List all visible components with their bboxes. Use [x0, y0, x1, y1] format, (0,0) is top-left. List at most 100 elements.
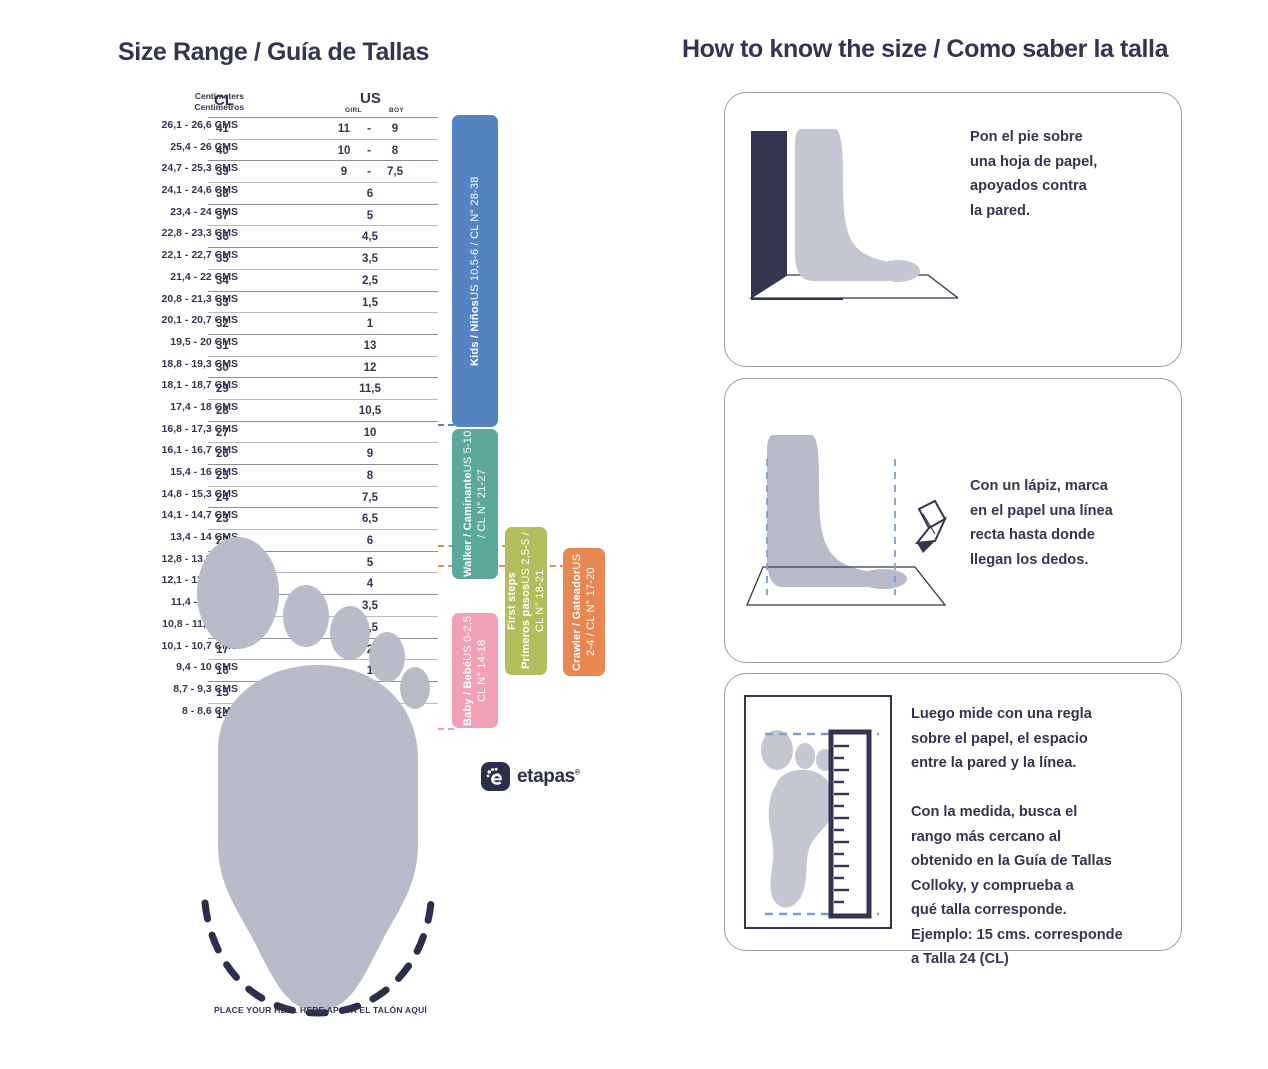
connector-dash-crawler	[438, 565, 566, 567]
cell-us-dash: -	[367, 166, 371, 179]
cell-centimeters: 26,1 - 26,6 CMS	[161, 119, 238, 131]
table-row: 11,4 - 12 CMS 19 3,5	[88, 594, 448, 616]
row-divider	[208, 160, 438, 162]
row-divider	[208, 507, 438, 509]
cell-cl-size: 39	[216, 166, 229, 179]
cell-centimeters: 24,1 - 24,6 CMS	[161, 184, 238, 197]
table-row: 21,4 - 22 CMS 34 2,5	[88, 268, 448, 291]
toe-bump-shape	[876, 260, 920, 282]
category-bar-baby: Baby / BebéUS 0-2,5 CL N° 14-18	[452, 613, 498, 728]
table-row: 19,5 - 20 CMS 31 13	[88, 333, 448, 356]
ruler-shape	[828, 729, 872, 919]
row-divider	[208, 637, 438, 639]
paper-sheet-shape	[746, 566, 947, 606]
cell-cl-size: 16	[216, 665, 229, 678]
cell-cl-size: 22	[216, 535, 229, 548]
etapas-paw-e-icon	[481, 762, 510, 791]
row-divider	[208, 247, 438, 249]
table-row: 22,1 - 22,7 CMS 35 3,5	[88, 247, 448, 269]
row-divider	[208, 355, 438, 357]
table-row: 14,1 - 14,7 CMS 23 6,5	[88, 507, 448, 529]
table-row: 12,1 - 12,7 CMS 20 4	[88, 572, 448, 594]
cell-us-size: 5	[366, 209, 374, 222]
category-label-crawler: Crawler / Gateador	[571, 569, 583, 671]
foot-side-shape	[767, 435, 893, 587]
cell-cl-size: 28	[216, 404, 229, 417]
table-row: 8 - 8,6 CMS 14 0	[88, 702, 448, 725]
illustration-pencil-marking-toes	[745, 419, 963, 624]
cell-us-size: 0	[366, 708, 374, 721]
row-divider	[208, 420, 438, 422]
cell-us-size: 2,5	[362, 621, 378, 634]
cell-centimeters: 16,1 - 16,7 CMS	[161, 444, 238, 457]
table-row: 16,1 - 16,7 CMS 26 9	[88, 442, 448, 464]
cell-centimeters: 14,1 - 14,7 CMS	[161, 509, 238, 522]
cell-us-size: 1	[366, 318, 374, 331]
cell-us-size: 2,5	[362, 274, 378, 287]
cell-us-size: 0	[366, 686, 374, 699]
page-title-how-to-know-size: How to know the size / Como saber la tal…	[682, 35, 1169, 63]
category-bar-first-steps: First steps Primeros pasosUS 2,5-5 / CL …	[505, 527, 547, 675]
table-row: 18,8 - 19,3 CMS 30 12	[88, 355, 448, 378]
cell-cl-size: 32	[216, 318, 229, 331]
cell-centimeters: 24,7 - 25,3 CMS	[161, 162, 238, 175]
page-title-size-range: Size Range / Guía de Tallas	[118, 38, 430, 66]
cell-cl-size: 20	[216, 578, 229, 591]
row-divider	[208, 572, 438, 574]
row-divider	[208, 529, 438, 531]
row-divider	[208, 312, 438, 314]
instruction-text-2: Con un lápiz, marca en el papel una líne…	[970, 478, 1113, 568]
row-divider	[208, 203, 438, 205]
cell-cl-size: 36	[216, 231, 229, 244]
cell-cl-size: 26	[216, 448, 229, 461]
cell-us-size: 6	[366, 188, 374, 201]
table-row: 15,4 - 16 CMS 25 8	[88, 464, 448, 486]
category-bar-walker: Walker / CaminanteUS 5-10 / CL N° 21-27	[452, 429, 498, 579]
row-divider	[208, 398, 438, 400]
cell-us-girl: 11	[337, 123, 351, 135]
cell-cl-size: 27	[216, 426, 229, 439]
toe-tip-shape	[859, 569, 907, 589]
cell-us-boy: 8	[391, 144, 399, 157]
cell-cl-size: 23	[216, 513, 229, 526]
category-label-baby: Baby / Bebé	[462, 660, 474, 726]
cell-cl-size: 33	[216, 296, 229, 309]
cell-us-size: 11,5	[359, 383, 381, 396]
column-header-boy: BOY	[389, 107, 404, 114]
cell-centimeters: 20,1 - 20,7 CMS	[161, 314, 238, 327]
cell-us-size: 6,5	[362, 513, 378, 526]
table-row: 10,8 - 11,3 CMS 18 2,5	[88, 615, 448, 638]
cell-cl-size: 38	[216, 188, 229, 201]
table-body: 26,1 - 26,6 CMS 41 11-9 25,4 - 26 CMS 40 10-8…	[88, 117, 448, 724]
cell-us-dash: -	[367, 123, 371, 135]
cell-cl-size: 24	[216, 491, 229, 504]
wall-shape	[751, 131, 843, 300]
illustration-ruler-on-footprint	[741, 692, 896, 937]
cell-cl-size: 19	[216, 600, 229, 613]
instruction-card-3: Luego mide con una regla sobre el papel,…	[724, 673, 1182, 967]
cell-us-size: 1,5	[362, 296, 378, 309]
cell-us-size: 10,5	[358, 404, 382, 417]
instruction-card-2: Con un lápiz, marca en el papel una líne…	[724, 378, 1182, 663]
cell-us-size: 10	[363, 426, 377, 439]
row-divider	[208, 377, 438, 379]
table-row: 9,4 - 10 CMS 16 1	[88, 659, 448, 681]
cell-us-size: 4,5	[362, 231, 378, 244]
row-divider	[208, 680, 438, 682]
table-header-row: Centimeters Centimetros CL US GIRL BOY	[88, 90, 448, 117]
cell-us-size: 9	[366, 448, 374, 461]
cell-us-size: 7,5	[362, 491, 378, 504]
cell-centimeters: 22,1 - 22,7 CMS	[161, 249, 238, 262]
cell-centimeters: 14,8 - 15,3 CMS	[161, 487, 238, 500]
foot-leg-shape	[795, 129, 908, 281]
table-row: 26,1 - 26,6 CMS 41 11 - 9	[88, 117, 448, 139]
cell-us-size: 1	[366, 665, 374, 678]
table-row: 8,7 - 9,3 CMS 15 0	[88, 680, 448, 703]
row-divider	[208, 117, 438, 118]
cell-us-size: 3,5	[362, 600, 378, 613]
table-row: 14,8 - 15,3 CMS 24 7,5	[88, 485, 448, 508]
row-divider	[208, 485, 438, 487]
row-divider	[208, 464, 438, 465]
table-row: 23,4 - 24 CMS 37 5	[88, 203, 448, 226]
table-row: 20,1 - 20,7 CMS 32 1	[88, 312, 448, 334]
